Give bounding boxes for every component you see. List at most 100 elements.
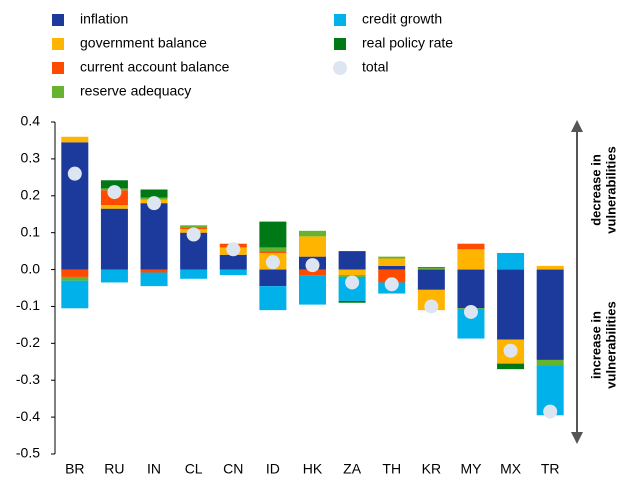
x-tick-label: KR xyxy=(422,461,441,477)
x-tick-label: ID xyxy=(266,461,280,477)
x-tick-label: CN xyxy=(223,461,243,477)
bar-segment xyxy=(536,265,564,270)
total-dot xyxy=(305,258,320,273)
total-dot xyxy=(424,299,439,314)
annotation: increase in xyxy=(588,311,603,379)
y-tick-label: 0.4 xyxy=(21,113,41,129)
total-dot xyxy=(463,304,478,319)
x-tick-label: MY xyxy=(460,461,482,477)
x-tick-label: TR xyxy=(541,461,560,477)
bar-segment xyxy=(100,208,128,270)
bar-segment xyxy=(100,205,128,209)
total-dot xyxy=(543,404,558,419)
bar-segment xyxy=(140,189,168,198)
y-tick-label: -0.1 xyxy=(16,297,40,313)
legend-label: government balance xyxy=(80,35,207,51)
x-tick-label: MX xyxy=(500,461,522,477)
bar-segment xyxy=(259,247,287,252)
x-tick-label: TH xyxy=(382,461,401,477)
bar-segment xyxy=(140,269,168,273)
total-dot xyxy=(265,255,280,270)
bar-segment xyxy=(378,256,406,259)
y-tick-label: 0.2 xyxy=(21,186,41,202)
bar-segment xyxy=(299,230,326,237)
legend-swatch xyxy=(52,14,64,26)
bar-segment xyxy=(497,252,525,270)
y-tick-label: 0.3 xyxy=(21,150,41,166)
y-tick-label: 0.0 xyxy=(21,260,41,276)
bar-segment xyxy=(61,142,89,270)
bar-segment xyxy=(100,180,128,189)
bar-segment xyxy=(457,243,485,250)
legend-swatch xyxy=(52,38,64,50)
bar-segment xyxy=(180,225,208,228)
x-tick-label: HK xyxy=(303,461,323,477)
bar-segment xyxy=(417,267,445,270)
legend-label: current account balance xyxy=(80,59,230,75)
bar-segment xyxy=(61,280,89,309)
legend-swatch xyxy=(52,86,64,98)
bar-segment xyxy=(299,269,326,276)
annotation: decrease in xyxy=(588,154,603,226)
bar-segment xyxy=(338,300,366,303)
x-tick-label: BR xyxy=(65,461,84,477)
bar-segment xyxy=(378,269,406,283)
bar-segment xyxy=(259,251,287,253)
bar-segment xyxy=(61,276,89,281)
bar-segment xyxy=(378,265,406,270)
bar-segment xyxy=(536,359,564,366)
total-dot xyxy=(345,275,360,290)
bar-segment xyxy=(338,251,366,270)
bar-segment xyxy=(259,286,287,311)
bar-segment xyxy=(338,269,366,276)
bar-segment xyxy=(497,363,525,370)
annotation: vulnerabilities xyxy=(603,146,618,233)
legend-label: reserve adequacy xyxy=(80,83,191,99)
y-tick-label: -0.4 xyxy=(16,408,40,424)
bar-segment xyxy=(299,236,326,257)
bar-segment xyxy=(417,269,445,290)
legend-label: inflation xyxy=(80,11,128,27)
y-tick-label: -0.3 xyxy=(16,371,40,387)
legend-swatch xyxy=(52,62,64,74)
total-dot xyxy=(503,343,518,358)
x-tick-label: CL xyxy=(185,461,203,477)
total-dot xyxy=(107,185,122,200)
y-tick-label: -0.2 xyxy=(16,334,40,350)
legend-label: real policy rate xyxy=(362,35,453,51)
total-dot xyxy=(226,242,241,257)
x-tick-label: ZA xyxy=(343,461,362,477)
bar-segment xyxy=(140,272,168,287)
bar-segment xyxy=(378,258,406,266)
bar-segment xyxy=(100,269,128,283)
bar-segment xyxy=(140,203,168,270)
bar-segment xyxy=(299,275,326,305)
legend-label: credit growth xyxy=(362,11,442,27)
bar-segment xyxy=(259,269,287,287)
bar-segment xyxy=(219,254,247,270)
bar-segment xyxy=(180,269,208,279)
bar-segment xyxy=(457,269,485,309)
bar-segment xyxy=(61,269,89,277)
bar-segment xyxy=(457,249,485,270)
x-tick-label: IN xyxy=(147,461,161,477)
total-dot xyxy=(67,166,82,181)
legend-swatch xyxy=(334,38,346,50)
bar-segment xyxy=(417,266,445,268)
x-tick-label: RU xyxy=(104,461,124,477)
total-dot xyxy=(147,196,162,211)
bar-segment xyxy=(497,269,525,340)
bar-segment xyxy=(61,136,89,143)
bar-segment xyxy=(259,221,287,248)
bar-segment xyxy=(219,269,247,276)
annotation: vulnerabilities xyxy=(603,301,618,388)
y-tick-label: 0.1 xyxy=(21,223,41,239)
legend-swatch xyxy=(333,61,347,75)
bar-segment xyxy=(536,269,564,360)
total-dot xyxy=(384,277,399,292)
legend-swatch xyxy=(334,14,346,26)
legend-label: total xyxy=(362,59,388,75)
total-dot xyxy=(186,227,201,242)
y-tick-label: -0.5 xyxy=(16,445,40,461)
